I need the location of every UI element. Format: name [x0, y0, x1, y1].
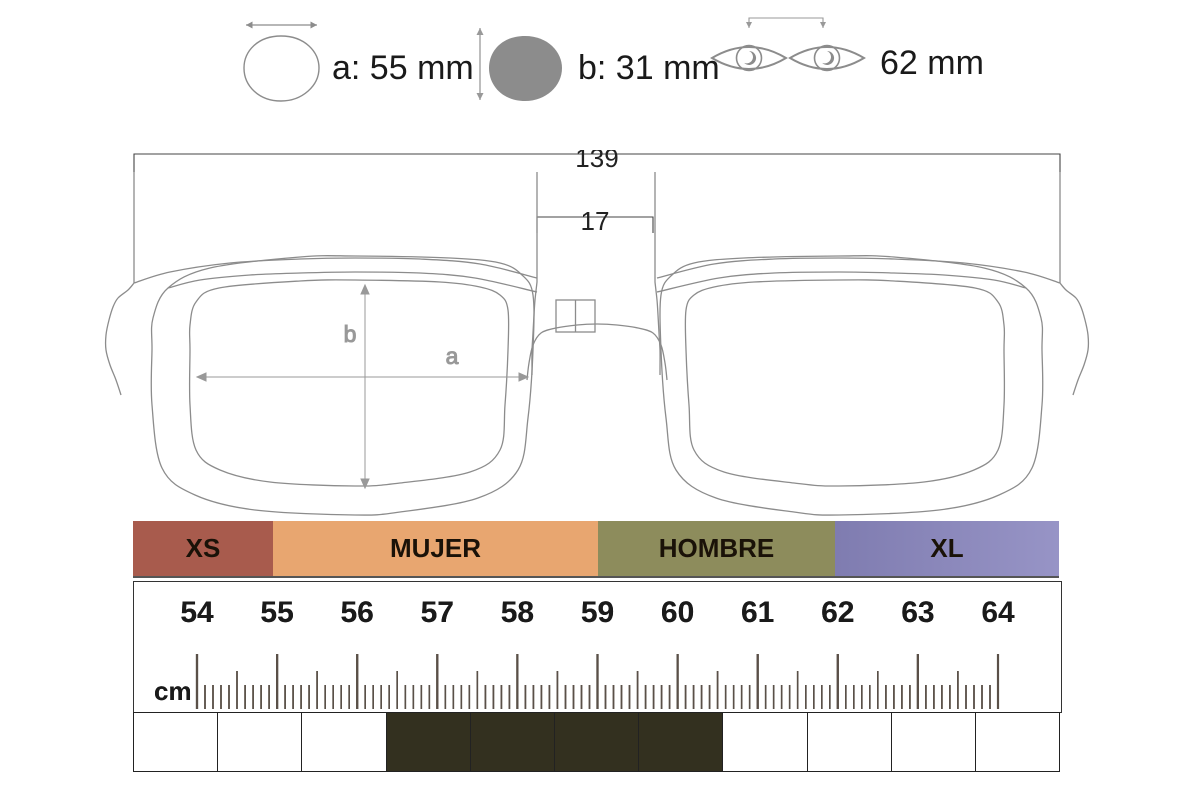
svg-text:58: 58: [501, 596, 534, 629]
svg-text:a: 55 mm: a: 55 mm: [332, 49, 474, 87]
svg-text:139: 139: [575, 150, 618, 173]
svg-text:64: 64: [981, 596, 1015, 629]
svg-text:57: 57: [421, 596, 454, 629]
svg-text:17: 17: [581, 206, 610, 236]
svg-text:b: b: [344, 321, 357, 347]
svg-text:55: 55: [260, 596, 293, 629]
svg-text:b: 31 mm: b: 31 mm: [578, 49, 720, 87]
svg-text:60: 60: [661, 596, 694, 629]
svg-text:59: 59: [581, 596, 614, 629]
svg-text:63: 63: [901, 596, 934, 629]
svg-text:cm: cm: [154, 676, 192, 706]
svg-text:a: a: [446, 343, 459, 369]
svg-text:56: 56: [341, 596, 374, 629]
svg-text:61: 61: [741, 596, 774, 629]
svg-text:62: 62: [821, 596, 854, 629]
svg-text:54: 54: [180, 596, 214, 629]
svg-text:62 mm: 62 mm: [880, 44, 984, 82]
